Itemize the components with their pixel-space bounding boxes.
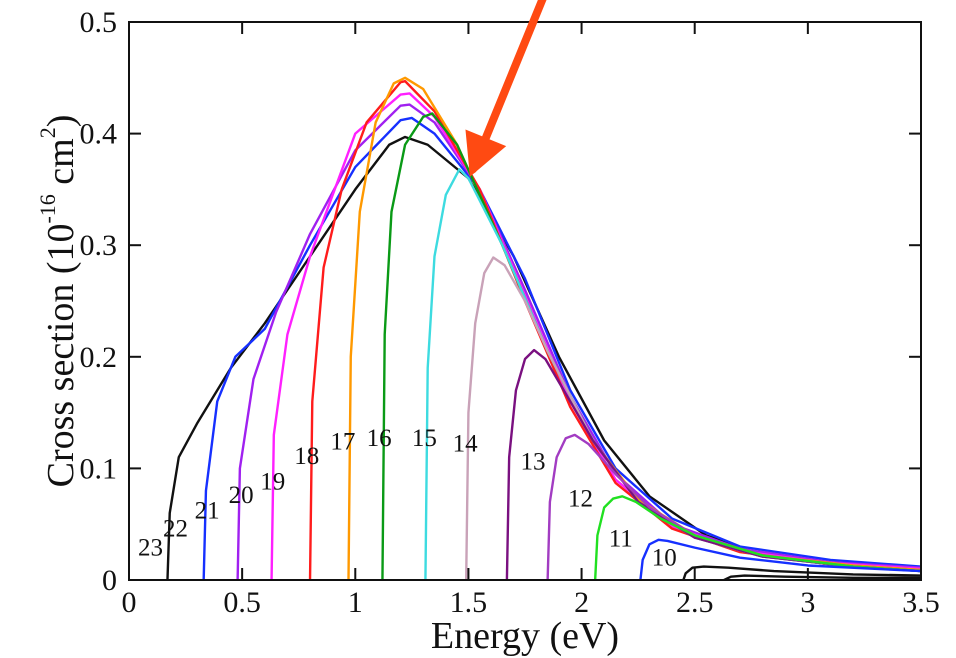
curve-label-13: 13: [520, 449, 545, 476]
x-tick-label: 2.5: [676, 586, 714, 619]
x-tick-label: 3: [800, 586, 815, 619]
curve-label-17: 17: [330, 428, 355, 455]
x-tick-label: 0: [122, 586, 137, 619]
x-tick-label: 1.5: [450, 586, 488, 619]
series-line-11: [639, 538, 921, 580]
curve-label-14: 14: [453, 431, 479, 458]
y-tick-label: 0.4: [80, 118, 118, 151]
series-line-21: [236, 103, 921, 580]
x-tick-label: 2: [574, 586, 589, 619]
y-axis-label-exponent-1: -16: [35, 194, 60, 223]
annotation-arrowhead: [465, 129, 507, 177]
curve-label-19: 19: [260, 469, 285, 496]
y-axis-label-prefix: Cross section (10: [40, 224, 82, 488]
x-tick-label: 3.5: [902, 586, 940, 619]
y-tick-label: 0.5: [80, 6, 118, 39]
y-tick-label: 0.1: [80, 452, 118, 485]
curve-label-20: 20: [229, 482, 254, 509]
series-line-18: [347, 76, 921, 580]
y-axis-label-exponent-2: 2: [35, 127, 60, 138]
x-axis-label: Energy (eV): [431, 615, 619, 657]
axis-ticks-layer: 0 0.5 1 1.5 2 2.5 3 3.5 0 0.1 0.2 0.3 0.4 0.5: [80, 6, 940, 619]
y-tick-label: 0.2: [80, 341, 118, 374]
y-tick-label: 0.3: [80, 229, 118, 262]
curve-label-12: 12: [568, 485, 593, 512]
y-axis-label: Cross section (10-16 cm2): [35, 115, 82, 488]
curve-label-22: 22: [163, 515, 188, 542]
curve-label-11: 11: [609, 526, 633, 553]
plot-frame: [128, 21, 922, 581]
svg-text:Cross section (10-16 cm2): Cross section (10-16 cm2): [35, 115, 82, 488]
series-line-10: [682, 565, 921, 580]
y-axis-label-suffix: ): [40, 115, 82, 128]
curve-label-16: 16: [367, 425, 392, 452]
series-line-unlabeled: [722, 574, 921, 580]
x-tick-label: 0.5: [223, 586, 261, 619]
curve-label-15: 15: [412, 425, 437, 452]
series-layer: [166, 76, 921, 580]
curve-label-21: 21: [195, 498, 220, 525]
series-line-22: [202, 116, 921, 580]
curve-label-23: 23: [138, 534, 163, 561]
annotation-arrow-line: [468, 0, 547, 174]
x-tick-label: 1: [348, 586, 363, 619]
y-axis-label-middle: cm: [40, 138, 82, 194]
curve-label-18: 18: [294, 443, 319, 470]
series-line-12: [593, 495, 921, 580]
y-tick-label: 0: [102, 564, 117, 597]
curve-label-10: 10: [652, 544, 677, 571]
annotation-layer: [465, 0, 547, 177]
